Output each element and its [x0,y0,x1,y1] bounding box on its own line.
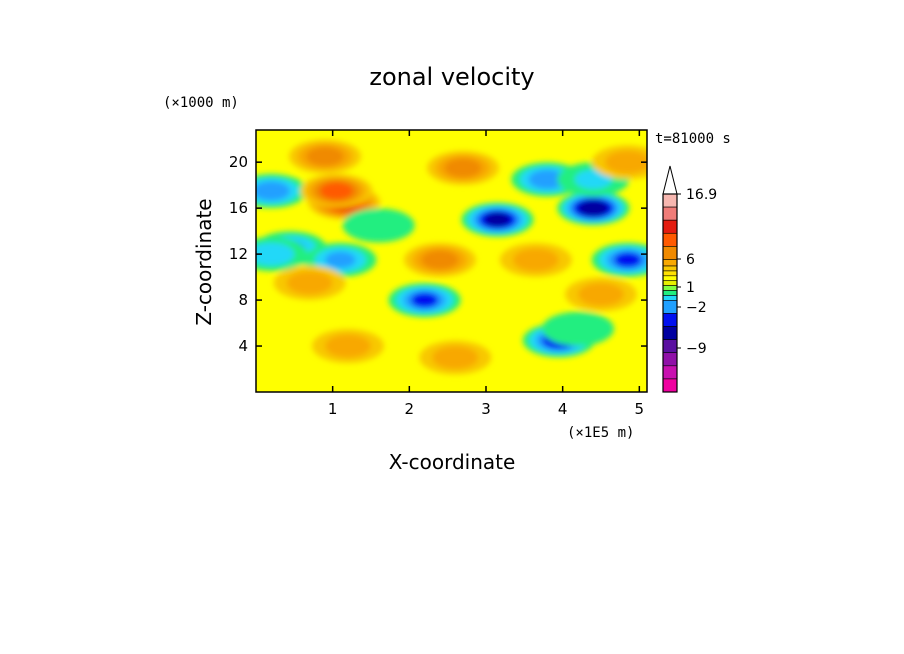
colorbar-swatch [662,280,678,286]
velocity-contour [574,169,612,190]
colorbar-swatch [662,300,678,314]
y-unit-label: (×1000 m) [163,95,239,111]
velocity-contour [578,199,609,217]
colorbar-swatch [662,352,678,367]
colorbar-swatch [662,290,678,296]
plot-area [256,130,647,392]
velocity-contour [410,292,439,308]
colorbar-swatch [662,378,678,393]
y-tick-label: 4 [238,337,248,355]
velocity-contour [256,242,295,266]
colorbar-swatch [662,232,678,247]
colorbar-swatch [662,206,678,221]
x-tick-label: 2 [405,400,415,418]
velocity-contour [421,250,459,270]
colorbar-label: −2 [686,300,707,316]
colorbar-label: −9 [686,341,707,357]
x-tick-label: 4 [558,400,568,418]
x-unit-label: (×1E5 m) [567,425,634,441]
x-tick-label: 5 [635,400,645,418]
velocity-contour [444,158,482,178]
y-tick-label: 16 [229,199,248,217]
colorbar-label: 6 [686,252,695,268]
colorbar-swatch [662,275,678,282]
velocity-contour [286,271,333,295]
x-tick-label: 1 [328,400,338,418]
velocity-contour [320,182,353,200]
colorbar-swatch [662,285,678,291]
colorbar-swatch [662,339,678,354]
time-label: t=81000 s [655,131,731,147]
x-axis-label: X-coordinate [389,450,516,474]
velocity-contour [342,208,415,243]
velocity-field [256,139,647,375]
colorbar: 16.9 6 1 −2 −9 [662,165,717,393]
plot-frame [255,129,648,393]
velocity-contour [578,282,624,306]
velocity-contour [542,311,614,346]
velocity-contour [256,181,290,201]
colorbar-swatch [662,326,678,340]
y-tick-label: 20 [229,153,248,171]
colorbar-label: 1 [686,280,695,296]
colorbar-swatch [662,246,678,260]
chart-title: zonal velocity [369,63,534,91]
y-axis: 4 8 12 16 20 [229,153,647,355]
colorbar-frame [662,193,678,393]
velocity-contour [432,346,479,370]
velocity-contour [512,248,559,272]
colorbar-label: 16.9 [686,187,717,203]
colorbar-arrow [662,165,678,195]
colorbar-swatch [662,365,678,380]
colorbar-swatch [662,295,678,301]
velocity-contour [604,150,647,174]
velocity-contour [325,251,356,269]
colorbar-swatch [662,313,678,327]
y-tick-label: 8 [238,291,248,309]
velocity-contour [484,212,511,227]
colorbar-swatch [662,265,678,272]
x-tick-label: 3 [481,400,491,418]
velocity-contour [528,169,566,190]
colorbar-swatch [662,259,678,267]
colorbar-swatch [662,193,678,208]
colorbar-swatch [662,270,678,277]
y-tick-label: 12 [229,245,248,263]
y-axis-label: Z-coordinate [192,198,216,325]
velocity-contour [614,252,642,268]
colorbar-swatch [662,219,678,234]
x-axis: 1 2 3 4 5 [328,130,644,418]
velocity-contour [306,146,344,167]
velocity-contour [325,334,371,358]
